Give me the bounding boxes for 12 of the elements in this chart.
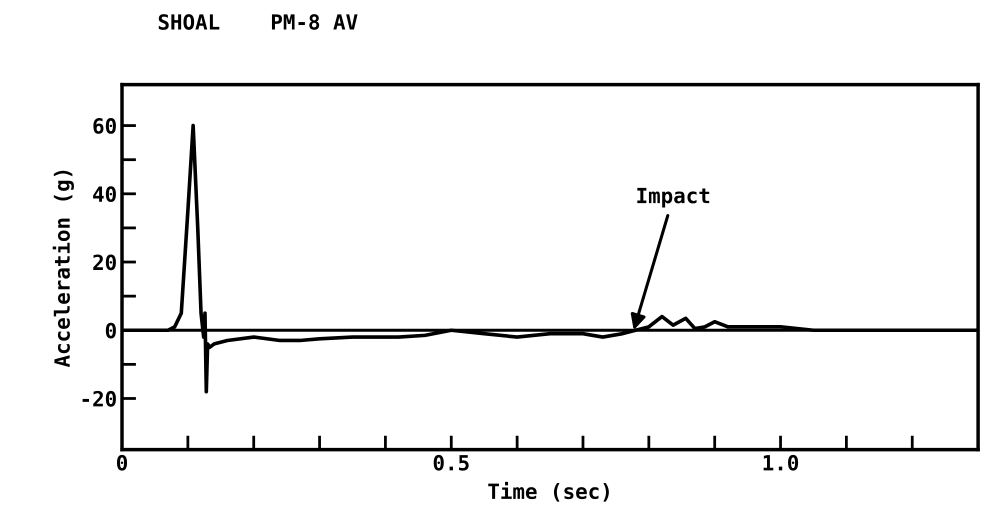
- y-tick-label: -20: [82, 390, 116, 407]
- y-tick-label: 60: [93, 118, 116, 134]
- y-tick-label: 20: [93, 254, 116, 270]
- y-tick-label: 0: [106, 322, 116, 338]
- x-tick-label: 0.5: [434, 454, 469, 471]
- y-axis-title: Acceleration (g): [52, 170, 74, 368]
- x-axis-title: Time (sec): [488, 482, 609, 502]
- x-tick-label: 0: [116, 454, 128, 471]
- y-tick-label: 40: [93, 186, 116, 202]
- chart-title: SHOAL PM-8 AV: [158, 14, 358, 30]
- annotation: Impact: [637, 188, 710, 208]
- x-tick-label: 1.0: [764, 454, 798, 471]
